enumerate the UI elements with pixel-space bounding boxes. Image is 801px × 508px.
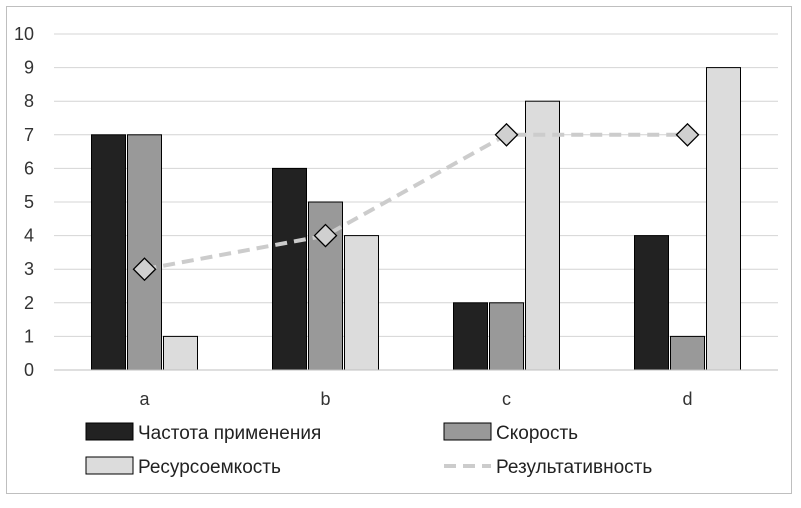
bars	[91, 67, 741, 371]
marker-3-3	[675, 122, 700, 147]
bar-1-0	[127, 134, 162, 371]
x-tick-label: c	[502, 389, 511, 409]
legend-swatch-1	[443, 422, 492, 441]
bar-2-1	[344, 235, 379, 371]
legend-label-2: Ресурсоемкость	[138, 457, 281, 478]
legend-label-0: Частота применения	[138, 423, 321, 444]
line-series	[132, 122, 700, 282]
marker-3-1	[313, 223, 338, 248]
marker-3-2	[494, 122, 519, 147]
y-tick-label: 2	[24, 293, 34, 313]
y-tick-label: 7	[24, 125, 34, 145]
y-tick-label: 8	[24, 91, 34, 111]
y-tick-label: 6	[24, 158, 34, 178]
bar-1-3	[670, 335, 705, 371]
x-tick-label: a	[139, 389, 150, 409]
bar-2-3	[706, 67, 741, 371]
y-axis-ticks: 0 1 2 3 4 5 6 7 8 9 10	[14, 24, 34, 380]
x-tick-label: d	[682, 389, 692, 409]
bar-0-0	[91, 134, 126, 371]
bar-0-3	[634, 235, 669, 371]
y-tick-label: 1	[24, 326, 34, 346]
legend-swatch-2	[85, 456, 134, 475]
bar-2-0	[163, 335, 198, 371]
x-axis-ticks: a b c d	[139, 389, 692, 409]
x-tick-label: b	[320, 389, 330, 409]
bar-1-2	[489, 302, 524, 371]
y-tick-label: 4	[24, 226, 34, 246]
series-line-3	[144, 132, 688, 272]
legend-label-3: Результативность	[496, 457, 652, 478]
legend: Частота применения Скорость Ресурсоемкость…	[85, 422, 652, 478]
y-tick-label: 3	[24, 259, 34, 279]
y-tick-label: 0	[24, 360, 34, 380]
legend-swatch-0	[85, 422, 134, 441]
y-tick-label: 5	[24, 192, 34, 212]
y-tick-label: 10	[14, 24, 34, 44]
y-tick-label: 9	[24, 58, 34, 78]
bar-0-1	[272, 167, 307, 371]
bar-2-2	[525, 100, 560, 371]
legend-label-1: Скорость	[496, 423, 578, 444]
marker-3-0	[132, 257, 157, 282]
bar-0-2	[453, 302, 488, 371]
